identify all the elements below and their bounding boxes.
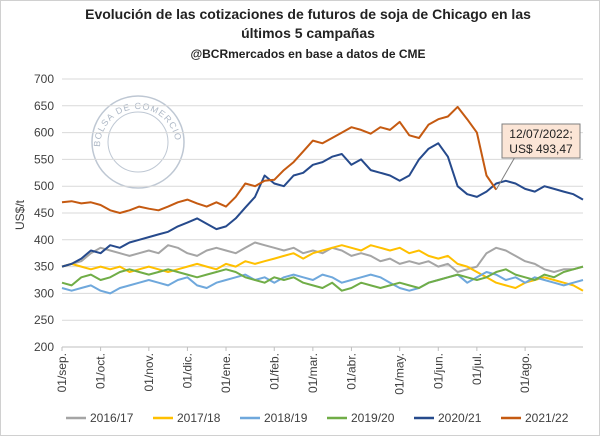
logo-ring xyxy=(91,95,185,189)
y-tick-label: 300 xyxy=(34,286,54,300)
y-tick-label: 350 xyxy=(34,260,54,274)
y-tick-label: 650 xyxy=(34,99,54,113)
legend-label: 2021/22 xyxy=(525,411,569,425)
x-tick-label: 01/oct. xyxy=(94,353,108,389)
annotation-text: US$ 493,47 xyxy=(509,142,573,156)
x-tick-label: 01/sep. xyxy=(55,353,69,392)
y-tick-label: 550 xyxy=(34,152,54,166)
legend-label: 2018/19 xyxy=(264,411,308,425)
legend-label: 2016/17 xyxy=(90,411,134,425)
y-tick-label: 250 xyxy=(34,313,54,327)
y-tick-label: 400 xyxy=(34,233,54,247)
series-line xyxy=(61,142,584,268)
x-tick-label: 01/feb. xyxy=(267,353,281,390)
x-tick-label: 01/nov. xyxy=(142,353,156,391)
annotation-text: 12/07/2022; xyxy=(509,127,572,141)
series-line xyxy=(61,241,584,273)
legend-label: 2017/18 xyxy=(177,411,221,425)
series-line xyxy=(61,271,584,295)
chart-title: Evolución de las cotizaciones de futuros… xyxy=(85,6,531,22)
y-tick-label: 600 xyxy=(34,126,54,140)
y-axis-label: US$/t xyxy=(13,199,27,230)
y-tick-label: 450 xyxy=(34,206,54,220)
x-tick-label: 01/mar. xyxy=(306,353,320,393)
series-line xyxy=(61,105,498,214)
x-tick-label: 01/abr. xyxy=(344,353,358,390)
x-tick-label: 01/dic. xyxy=(180,353,194,388)
x-tick-label: 01/ago. xyxy=(518,353,532,393)
series-line xyxy=(61,265,584,292)
chart-subtitle: @BCRmercados en base a datos de CME xyxy=(190,47,425,61)
series-line xyxy=(61,244,584,292)
x-tick-label: 01/jun. xyxy=(431,353,445,389)
y-tick-label: 500 xyxy=(34,179,54,193)
y-tick-label: 700 xyxy=(34,72,54,86)
legend-label: 2020/21 xyxy=(438,411,482,425)
legend-label: 2019/20 xyxy=(351,411,395,425)
y-tick-label: 200 xyxy=(34,340,54,354)
chart-title: últimos 5 campañas xyxy=(241,25,375,41)
x-tick-label: 01/jul. xyxy=(470,353,484,385)
x-tick-label: 01/ene. xyxy=(219,353,233,393)
annotation-leader xyxy=(495,156,516,190)
x-tick-label: 01/may. xyxy=(393,353,407,395)
annotation-box xyxy=(501,123,581,159)
logo-ring xyxy=(107,111,169,173)
